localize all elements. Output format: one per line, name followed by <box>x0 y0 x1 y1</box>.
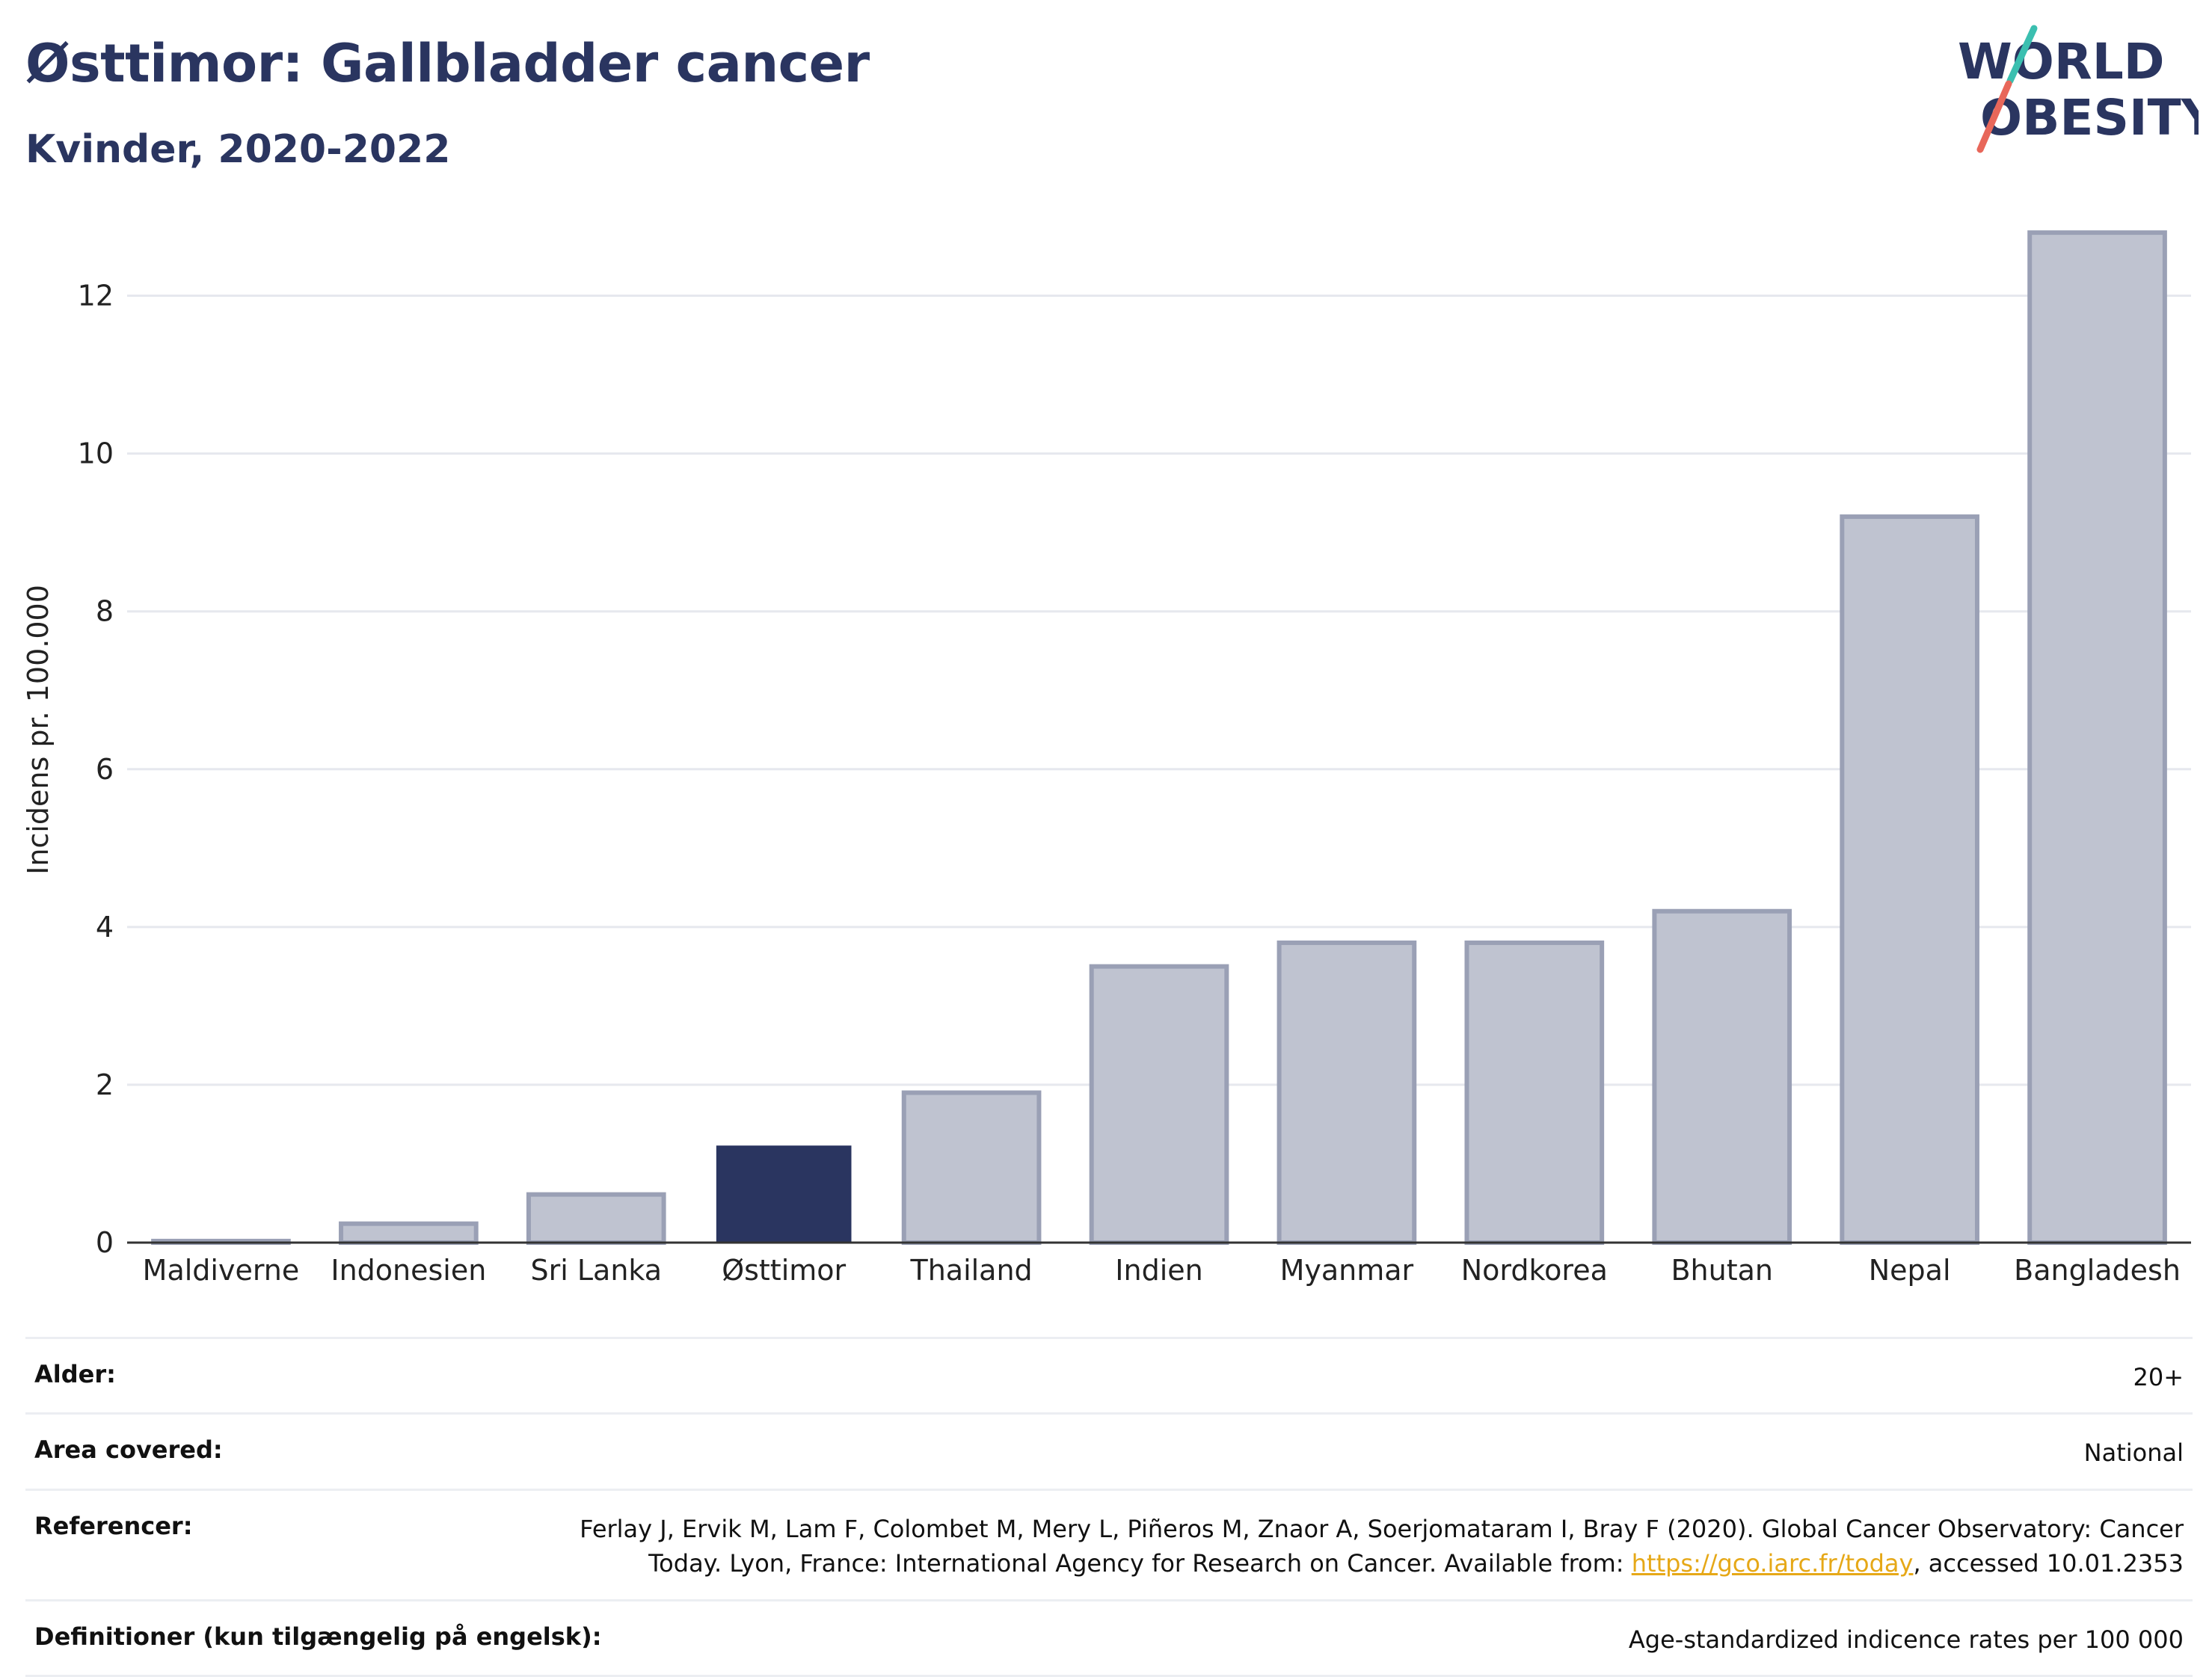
y-tick-label: 2 <box>96 1068 114 1101</box>
bar-nordkorea <box>1464 940 1605 1245</box>
y-tick-label: 10 <box>78 437 114 470</box>
y-tick-label: 12 <box>78 280 114 313</box>
bar-bhutan <box>1652 908 1792 1245</box>
bar-indonesien <box>339 1221 479 1246</box>
logo-line1: WORLD <box>1958 33 2165 90</box>
reference-link[interactable]: https://gco.iarc.fr/today <box>1631 1549 1914 1578</box>
world-obesity-logo: WORLD OBESITY <box>1958 25 2199 153</box>
meta-value: 20+ <box>2133 1363 2184 1391</box>
bar-sri-lanka <box>526 1192 666 1246</box>
bar-chart: 0 2 4 6 8 10 12 Maldiverne Indonesien Sri Lanka Ø… <box>22 230 2191 1287</box>
y-axis-ticks: 0 2 4 6 8 10 12 <box>78 280 114 1259</box>
bar-myanmar <box>1276 940 1417 1245</box>
bars <box>151 230 2167 1246</box>
meta-key: Referencer: <box>34 1511 193 1540</box>
page-title: Østtimor: Gallbladder cancer <box>25 33 870 94</box>
meta-key: Area covered: <box>34 1436 223 1465</box>
x-tick-label: Bangladesh <box>2014 1254 2181 1287</box>
bar-indien <box>1089 964 1229 1245</box>
meta-value: Age-standardized indicence rates per 100… <box>1628 1625 2184 1654</box>
y-tick-label: 4 <box>96 911 114 944</box>
reference-text: Ferlay J, Ervik M, Lam F, Colombet M, Me… <box>580 1514 2184 1578</box>
page-subtitle: Kvinder, 2020-2022 <box>25 127 451 172</box>
x-tick-label: Østtimor <box>722 1254 846 1287</box>
x-tick-label: Indonesien <box>331 1254 486 1287</box>
bar-bangladesh <box>2027 230 2167 1246</box>
y-tick-label: 6 <box>96 753 114 786</box>
x-tick-label: Myanmar <box>1280 1254 1414 1287</box>
x-axis-labels: Maldiverne Indonesien Sri Lanka Østtimor Tha… <box>143 1254 2181 1287</box>
x-tick-label: Nordkorea <box>1461 1254 1608 1287</box>
y-tick-label: 8 <box>96 595 114 628</box>
reference-suffix: , accessed 10.01.2353 <box>1913 1549 2184 1578</box>
meta-row-references: Referencer: Ferlay J, Ervik M, Lam F, Co… <box>25 1488 2193 1599</box>
x-tick-label: Indien <box>1115 1254 1202 1287</box>
x-tick-label: Maldiverne <box>143 1254 300 1287</box>
logo-line2: OBESITY <box>1980 89 2199 147</box>
meta-row-area: Area covered: National <box>25 1412 2193 1488</box>
bar-nepal <box>1840 514 1979 1245</box>
bar-østtimor <box>716 1145 852 1243</box>
logo-slash-teal <box>2006 25 2038 84</box>
x-tick-label: Thailand <box>909 1254 1032 1287</box>
meta-key: Alder: <box>34 1360 116 1388</box>
x-tick-label: Sri Lanka <box>530 1254 662 1287</box>
x-tick-label: Bhutan <box>1671 1254 1773 1287</box>
logo-slash-red <box>1976 80 2012 153</box>
bar-thailand <box>901 1090 1042 1245</box>
y-axis-title: Incidens pr. 100.000 <box>22 585 55 875</box>
metadata-table: Alder: 20+ Area covered: National Refere… <box>25 1337 2193 1677</box>
meta-value: Ferlay J, Ervik M, Lam F, Colombet M, Me… <box>538 1512 2184 1581</box>
meta-key: Definitioner (kun tilgængelig på engelsk… <box>34 1622 602 1651</box>
y-tick-label: 0 <box>96 1226 114 1259</box>
meta-row-definitions: Definitioner (kun tilgængelig på engelsk… <box>25 1598 2193 1677</box>
meta-row-age: Alder: 20+ <box>25 1337 2193 1412</box>
x-tick-label: Nepal <box>1869 1254 1951 1287</box>
meta-value: National <box>2083 1438 2184 1468</box>
